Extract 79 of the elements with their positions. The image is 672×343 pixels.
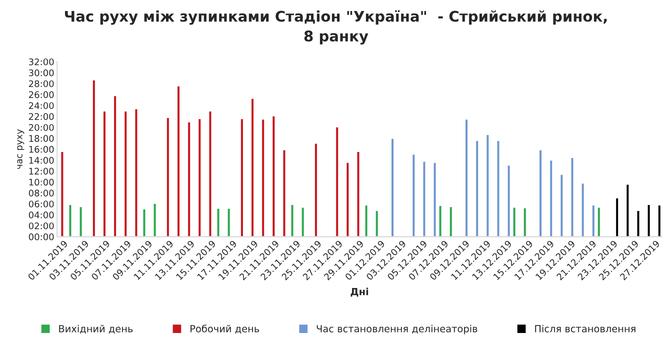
bar xyxy=(571,158,574,237)
bar xyxy=(434,162,436,237)
bar xyxy=(598,208,600,237)
y-tick-label: 00:00 xyxy=(28,233,54,240)
y-tick-label: 02:00 xyxy=(28,222,54,230)
y-tick-label: 28:00 xyxy=(28,80,54,88)
y-axis-title: час руху xyxy=(17,129,24,169)
bar xyxy=(357,152,360,237)
bar xyxy=(560,174,563,237)
bar xyxy=(178,86,180,237)
bar xyxy=(497,141,500,237)
bar xyxy=(272,116,275,237)
y-tick-label: 14:00 xyxy=(29,156,54,164)
bar xyxy=(550,160,552,237)
bar xyxy=(314,144,317,237)
bar xyxy=(524,208,526,237)
bar xyxy=(376,210,378,237)
y-tick-label: 30:00 xyxy=(29,69,54,76)
bar xyxy=(336,127,338,237)
bar xyxy=(61,152,64,237)
bar xyxy=(103,111,106,237)
bar xyxy=(648,204,650,237)
bar xyxy=(412,154,415,237)
bar xyxy=(466,120,468,237)
bar xyxy=(262,120,264,237)
bar xyxy=(80,207,82,237)
bar xyxy=(486,134,489,237)
legend-label: Вихідний день xyxy=(59,324,133,334)
bar xyxy=(143,209,146,237)
y-tick-label: 20:00 xyxy=(28,124,54,131)
bar xyxy=(252,98,254,237)
bar xyxy=(154,204,156,237)
y-tick-label: 18:00 xyxy=(29,135,54,142)
y-tick-label: 08:00 xyxy=(28,190,54,196)
bar xyxy=(439,206,442,237)
bar xyxy=(423,162,426,237)
y-tick-label: 12:00 xyxy=(29,168,54,175)
bar xyxy=(626,184,629,237)
legend-label: Час встановлення делінеаторів xyxy=(316,324,478,334)
bar xyxy=(513,208,516,237)
y-tick-label: 04:00 xyxy=(28,212,54,218)
bar xyxy=(217,208,220,237)
y-tick-label: 22:00 xyxy=(28,113,54,120)
bar xyxy=(592,206,594,237)
bar xyxy=(283,150,286,237)
y-tick-label: 26:00 xyxy=(28,91,54,98)
y-tick-label: 10:00 xyxy=(29,178,54,186)
bar xyxy=(476,141,478,237)
x-axis-title: Дні xyxy=(350,288,368,297)
bar xyxy=(392,138,394,237)
bar xyxy=(124,111,127,237)
bar xyxy=(302,208,304,237)
y-tick-label: 06:00 xyxy=(28,200,54,208)
bar xyxy=(135,109,138,237)
bar xyxy=(450,207,452,237)
bar xyxy=(240,119,243,237)
bar xyxy=(582,184,584,237)
y-tick-label: 24:00 xyxy=(28,102,54,110)
bar xyxy=(209,111,212,237)
legend-label: Після встановлення xyxy=(535,324,636,332)
y-tick-label: 16:00 xyxy=(29,146,54,153)
bar xyxy=(198,119,201,237)
bar xyxy=(92,80,95,237)
bar xyxy=(616,198,618,237)
bar xyxy=(365,206,368,237)
bar xyxy=(508,166,510,237)
bar xyxy=(637,210,640,237)
bar xyxy=(188,122,190,237)
y-tick-label: 32:00 xyxy=(29,58,54,66)
chart-title: Час руху між зупинками Стадіон "Україна" - Стрийський ринок, 8 ранку xyxy=(65,10,607,44)
bar xyxy=(291,204,294,237)
legend-label: Робочий день xyxy=(190,324,260,334)
bar xyxy=(228,208,230,237)
bar xyxy=(114,96,116,237)
bar xyxy=(540,150,542,237)
bar xyxy=(658,206,660,237)
bar xyxy=(69,204,72,237)
bar xyxy=(346,162,349,237)
bar xyxy=(166,118,169,237)
